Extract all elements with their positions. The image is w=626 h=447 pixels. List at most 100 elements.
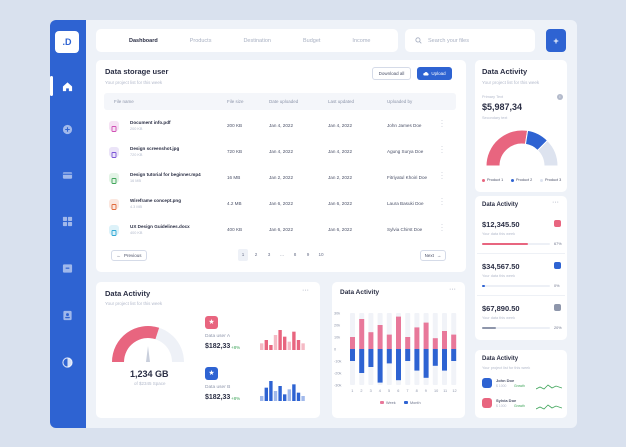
mini-bar — [260, 343, 264, 350]
add-circle-icon[interactable] — [60, 122, 74, 136]
nav-destination[interactable]: Destination — [243, 37, 271, 44]
activity-pie-card — [475, 60, 567, 192]
nav-products[interactable]: Products — [189, 37, 212, 44]
file-name[interactable]: Design screenshot.jpg — [130, 146, 180, 151]
user-name[interactable]: Sylvia Doe — [496, 398, 517, 403]
mini-bar — [287, 341, 291, 350]
legend-dot — [482, 179, 485, 182]
y-tick-label: -20k — [334, 372, 341, 376]
x-tick-label: 7 — [406, 389, 408, 393]
file-size-sub: 400 KB — [130, 231, 143, 235]
bar-month — [451, 349, 457, 361]
row-more-icon[interactable]: · · · — [441, 222, 443, 234]
page-8[interactable]: 8 — [293, 252, 297, 257]
storage-card — [96, 60, 466, 272]
activity-list-title: Data Activity — [482, 202, 519, 208]
theme-toggle-icon[interactable] — [60, 355, 74, 369]
row-more-icon[interactable]: · · · — [441, 196, 443, 208]
file-size-sub: 720 KB — [130, 153, 143, 157]
next-button[interactable]: Next → — [420, 250, 446, 261]
page-9[interactable]: 9 — [306, 252, 310, 257]
divider — [477, 253, 565, 254]
grid-icon[interactable] — [60, 214, 74, 228]
divider — [477, 295, 565, 296]
mini-bar — [269, 381, 273, 401]
bar-month — [396, 349, 401, 381]
pie-chart — [485, 129, 559, 167]
file-size: 200 KB — [227, 123, 243, 128]
bar-week — [350, 337, 355, 349]
user-icon[interactable] — [60, 308, 74, 322]
row-more-icon[interactable]: · · · — [441, 118, 443, 130]
user-tag: Growth — [514, 404, 525, 408]
mini-bar-chart — [260, 379, 308, 408]
x-tick-label: 5 — [388, 389, 390, 393]
gauge-more-icon[interactable]: ··· — [302, 287, 309, 294]
pie-slice-1 — [485, 129, 529, 167]
mini-bar — [264, 340, 268, 350]
file-name[interactable]: UX Design Guidelines.docx — [130, 224, 190, 229]
inbox-icon[interactable] — [60, 261, 74, 275]
mini-bar — [283, 336, 287, 350]
mini-bar — [296, 340, 301, 350]
pdf-icon — [109, 121, 119, 132]
y-tick-label: -30k — [334, 384, 341, 388]
info-icon[interactable]: i — [557, 94, 563, 100]
pie-slice-3 — [536, 139, 559, 167]
uploaded-by: Agung Surya Doe — [387, 149, 424, 154]
bar-chart-more-icon[interactable]: ··· — [449, 286, 456, 293]
user-name[interactable]: John Doe — [496, 378, 515, 383]
activity-list-more-icon[interactable]: ··· — [552, 199, 559, 206]
mini-bar — [301, 343, 305, 350]
data-user-label: Data user B — [205, 385, 231, 390]
nav-income[interactable]: Income — [352, 37, 371, 44]
page-3[interactable]: 3 — [267, 252, 271, 257]
uploaded-by: John James Doe — [387, 123, 422, 128]
activity-users-subtitle: Your project list for this week — [482, 366, 531, 370]
app-logo[interactable]: .D — [55, 31, 79, 53]
legend-dot — [540, 179, 543, 182]
download-all-button[interactable]: Download all — [372, 67, 411, 80]
activity-amount: $34,567.50 — [482, 262, 520, 271]
file-name[interactable]: Wireframe concept.png — [130, 198, 182, 203]
previous-button[interactable]: ← Previous — [111, 250, 147, 261]
sparkline — [535, 399, 563, 417]
file-name[interactable]: Design tutorial for beginner.mp4 — [130, 172, 201, 177]
doc-icon — [109, 225, 119, 236]
avatar — [482, 398, 492, 408]
row-more-icon[interactable]: · · · — [441, 170, 443, 182]
add-button[interactable]: + — [546, 29, 566, 52]
x-tick-label: 12 — [452, 389, 456, 393]
row-more-icon[interactable]: · · · — [441, 144, 443, 156]
file-name[interactable]: Document info.pdf — [130, 120, 171, 125]
primary-amount: $5,987,34 — [482, 102, 523, 112]
activity-list-card — [475, 196, 567, 340]
activity-pie-title: Data Activity — [482, 67, 528, 76]
upload-button[interactable]: Upload — [417, 67, 452, 80]
page-1[interactable]: 1 — [241, 252, 245, 257]
bar-month — [377, 349, 383, 383]
next-label: Next — [424, 253, 434, 258]
bar-week — [414, 327, 420, 349]
last-updated: Jan 6, 2022 — [328, 227, 353, 232]
bar-month — [423, 349, 429, 378]
page-10[interactable]: 10 — [318, 252, 324, 257]
nav-budget[interactable]: Budget — [302, 37, 321, 44]
card-icon[interactable] — [60, 168, 74, 182]
pie-legend-label: Product 1 — [487, 178, 504, 182]
last-updated: Jan 4, 2022 — [328, 123, 353, 128]
last-updated: Jan 4, 2022 — [328, 149, 353, 154]
mini-bar — [278, 386, 282, 401]
bar-week — [377, 325, 383, 349]
home-icon[interactable] — [50, 76, 74, 96]
mini-bar — [273, 335, 278, 350]
bar-month — [350, 349, 355, 361]
search-input[interactable]: Search your files — [405, 29, 535, 52]
nav-dashboard[interactable]: Dashboard — [129, 37, 158, 44]
mini-bar — [301, 396, 305, 401]
data-user-amount: $182,33 — [205, 394, 231, 401]
calendar-icon — [554, 304, 561, 311]
activity-sub: Your data this week — [482, 232, 515, 236]
page-2[interactable]: 2 — [254, 252, 258, 257]
last-updated: Jan 6, 2022 — [328, 201, 353, 206]
